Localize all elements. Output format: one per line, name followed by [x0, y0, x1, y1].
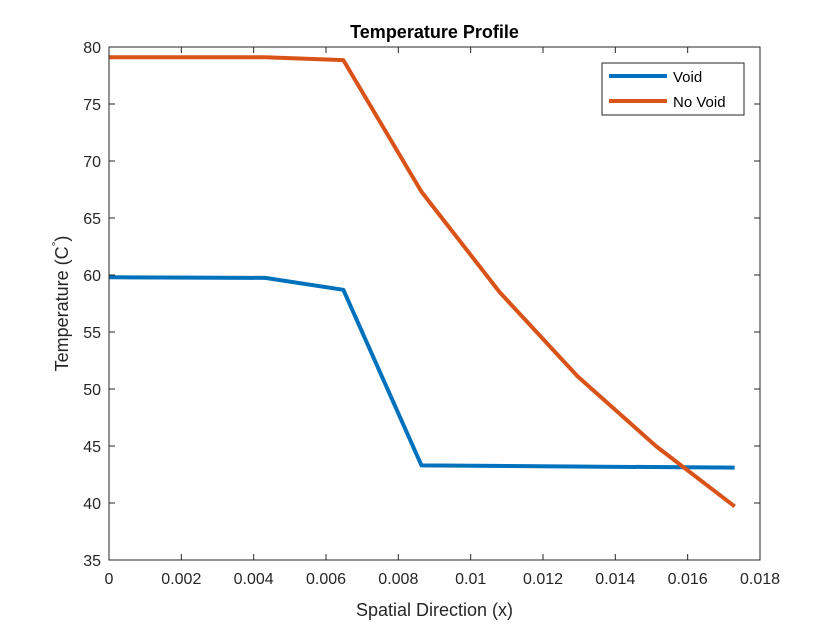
y-tick-label: 35 [83, 553, 101, 570]
x-tick-label: 0.008 [378, 571, 418, 588]
x-tick-label: 0.016 [668, 571, 708, 588]
y-tick-label: 70 [83, 154, 101, 171]
legend-box [601, 62, 745, 116]
axes-layer [108, 46, 761, 561]
plot-background [109, 47, 760, 560]
y-axis-label-suffix: ) [52, 236, 72, 242]
series-line-no-void [109, 55, 736, 509]
y-axis-label-superscript: ° [49, 241, 63, 246]
tick-label-layer: 0 0.002 0.004 0.006 0.008 0.01 0.012 0.014 0.016… [83, 40, 780, 588]
y-tick-label: 60 [83, 268, 101, 285]
y-tick-label: 75 [83, 97, 101, 114]
x-axis-label: Spatial Direction (x) [356, 600, 513, 620]
y-tick-label: 55 [83, 325, 101, 342]
series-line-void [108, 275, 735, 470]
y-tick-label: 50 [83, 382, 101, 399]
x-tick-label: 0.014 [595, 571, 635, 588]
y-axis-label: Temperature (C°) [49, 236, 72, 372]
x-tick-label: 0.01 [455, 571, 486, 588]
chart-title: Temperature Profile [350, 22, 519, 42]
axes-box [108, 46, 761, 561]
legend-label-void: Void [673, 69, 702, 86]
x-tick-label: 0.004 [234, 571, 274, 588]
x-tick-label: 0.002 [161, 571, 201, 588]
legend: Void No Void [601, 62, 745, 116]
x-tick-label: 0.006 [306, 571, 346, 588]
x-tick-label: 0.012 [523, 571, 563, 588]
y-tick-label: 40 [83, 496, 101, 513]
y-axis-label-main: Temperature (C [52, 246, 72, 371]
legend-label-no-void: No Void [673, 94, 726, 111]
x-tick-label: 0 [105, 571, 114, 588]
y-tick-label: 45 [83, 439, 101, 456]
y-tick-label: 65 [83, 211, 101, 228]
x-tick-label: 0.018 [740, 571, 780, 588]
y-tick-label: 80 [83, 40, 101, 57]
series-layer [108, 55, 736, 509]
